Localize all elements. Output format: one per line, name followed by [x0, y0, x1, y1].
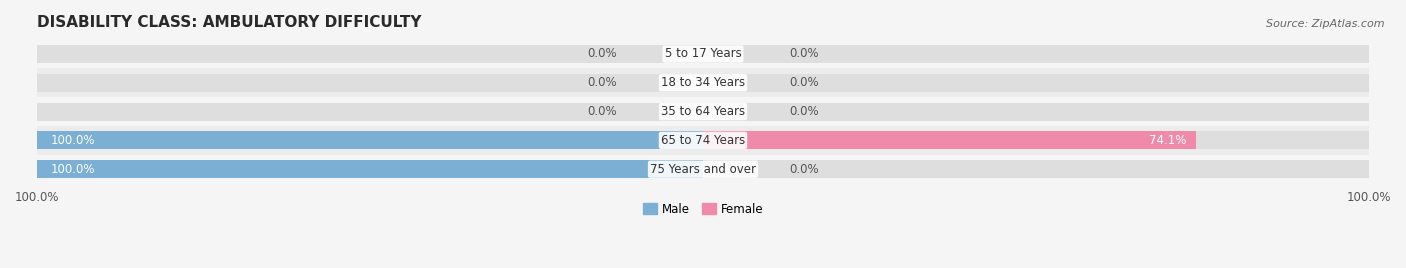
Text: 0.0%: 0.0%: [586, 76, 616, 89]
Bar: [703, 132, 1197, 149]
Bar: [37, 132, 703, 149]
Text: 35 to 64 Years: 35 to 64 Years: [661, 105, 745, 118]
Bar: [37, 45, 1369, 63]
Bar: [37, 74, 1369, 92]
Bar: [37, 160, 703, 178]
Bar: [37, 132, 1369, 149]
Bar: [37, 126, 1369, 155]
Bar: [37, 155, 1369, 184]
Text: DISABILITY CLASS: AMBULATORY DIFFICULTY: DISABILITY CLASS: AMBULATORY DIFFICULTY: [37, 15, 422, 30]
Text: Source: ZipAtlas.com: Source: ZipAtlas.com: [1267, 19, 1385, 29]
Text: 0.0%: 0.0%: [790, 76, 820, 89]
Bar: [37, 103, 1369, 121]
Text: 0.0%: 0.0%: [790, 47, 820, 61]
Legend: Male, Female: Male, Female: [638, 198, 768, 220]
Text: 100.0%: 100.0%: [51, 163, 96, 176]
Text: 0.0%: 0.0%: [586, 47, 616, 61]
Bar: [37, 68, 1369, 97]
Text: 65 to 74 Years: 65 to 74 Years: [661, 134, 745, 147]
Text: 100.0%: 100.0%: [51, 134, 96, 147]
Text: 74.1%: 74.1%: [1149, 134, 1187, 147]
Bar: [37, 97, 1369, 126]
Text: 0.0%: 0.0%: [586, 105, 616, 118]
Text: 0.0%: 0.0%: [790, 105, 820, 118]
Bar: [37, 40, 1369, 68]
Bar: [37, 160, 1369, 178]
Text: 75 Years and over: 75 Years and over: [650, 163, 756, 176]
Text: 18 to 34 Years: 18 to 34 Years: [661, 76, 745, 89]
Text: 5 to 17 Years: 5 to 17 Years: [665, 47, 741, 61]
Text: 0.0%: 0.0%: [790, 163, 820, 176]
